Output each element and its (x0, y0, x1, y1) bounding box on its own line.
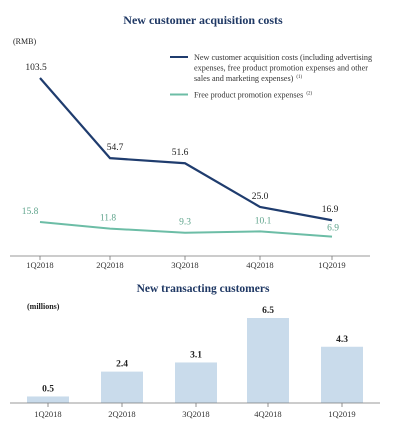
bar (101, 371, 143, 403)
data-label: 6.9 (327, 224, 339, 234)
data-label: 54.7 (107, 143, 124, 153)
data-label: 51.6 (172, 148, 189, 158)
legend: New customer acquisition costs (includin… (170, 53, 372, 100)
x-tick-label: 2Q2018 (96, 260, 123, 270)
legend-label: Free product promotion expenses (2) (194, 91, 313, 100)
x-tick-label: 1Q2018 (34, 409, 61, 419)
x-tick-label: 2Q2018 (108, 409, 135, 419)
data-label: 25.0 (252, 192, 269, 202)
data-label: 10.1 (255, 216, 272, 226)
transacting-customers-chart: New transacting customers (millions) 0.5 2.… (10, 283, 380, 419)
legend-label: sales and marketing expenses) (1) (194, 74, 303, 83)
bar (321, 346, 363, 403)
x-tick-label: 4Q2018 (246, 260, 273, 270)
bar (247, 318, 289, 403)
bar-value-label: 2.4 (116, 360, 128, 370)
legend-footnote: (2) (306, 92, 312, 97)
legend-label: expenses, free product promotion expense… (194, 64, 368, 73)
data-label: 103.5 (25, 63, 47, 73)
bar (175, 362, 217, 403)
x-tick-label: 4Q2018 (254, 409, 281, 419)
y-unit-label: (RMB) (13, 37, 36, 46)
bar (27, 396, 69, 403)
bar-value-label: 4.3 (336, 335, 348, 345)
series-line-promotion-expenses (39, 221, 333, 238)
x-tick-label: 3Q2018 (182, 409, 209, 419)
bar-value-label: 0.5 (42, 384, 54, 394)
chart-title: New transacting customers (137, 283, 270, 295)
data-label: 9.3 (179, 218, 191, 228)
bar-value-label: 3.1 (190, 350, 202, 360)
bar-value-label: 6.5 (262, 306, 274, 316)
legend-footnote: (1) (296, 75, 302, 80)
legend-label: New customer acquisition costs (includin… (194, 53, 372, 62)
data-label: 11.8 (100, 214, 117, 224)
x-tick-label: 1Q2018 (26, 260, 53, 270)
chart-title: New customer acquisition costs (123, 13, 283, 27)
x-tick-label: 3Q2018 (171, 260, 198, 270)
data-label: 15.8 (22, 207, 39, 217)
y-unit-label: (millions) (27, 302, 60, 311)
series-line-acquisition-costs (39, 77, 333, 222)
x-tick-label: 1Q2019 (318, 260, 345, 270)
acquisition-cost-chart: New customer acquisition costs (RMB) 1Q201… (10, 13, 372, 270)
x-tick-label: 1Q2019 (328, 409, 355, 419)
data-label: 16.9 (322, 205, 339, 215)
